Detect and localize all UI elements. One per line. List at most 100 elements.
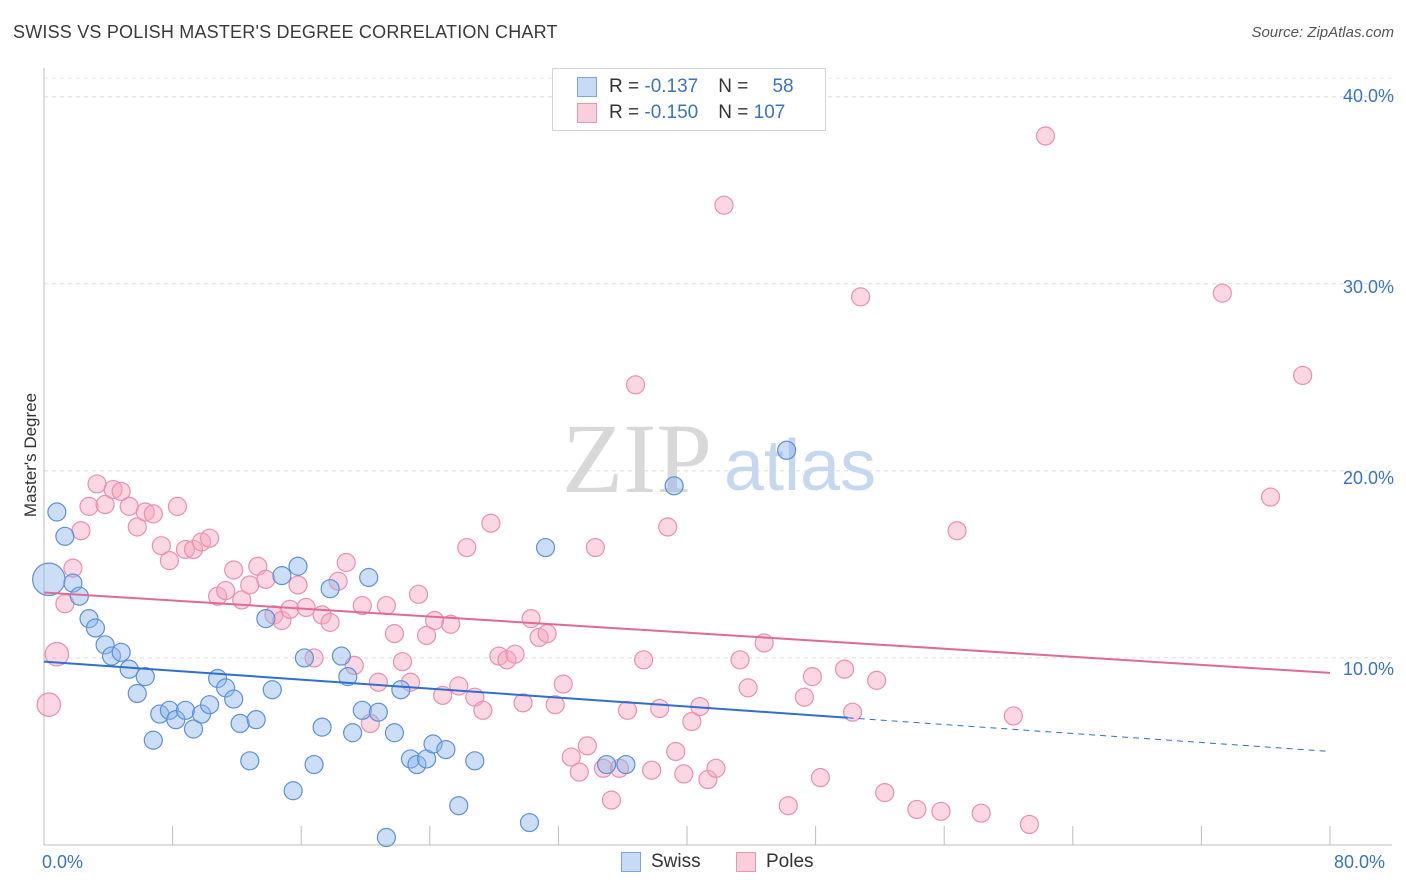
poles-point <box>336 552 356 573</box>
poles-point <box>159 551 179 571</box>
poles-point <box>617 700 638 720</box>
poles-point <box>481 513 501 533</box>
poles-point <box>593 758 614 778</box>
poles-point <box>730 650 750 670</box>
poles-point <box>778 796 798 816</box>
poles-point <box>521 609 541 629</box>
poles-point <box>151 536 171 556</box>
poles-point <box>111 481 131 502</box>
poles-point <box>706 758 726 778</box>
poles-point <box>545 695 565 715</box>
swiss-point <box>69 586 89 606</box>
y-tick-label-30: 30.0% <box>1342 277 1394 297</box>
bottom-legend-swiss-label: Swiss <box>651 851 701 872</box>
y-axis-title: Master's Degree <box>21 392 40 518</box>
swiss-point <box>95 635 115 655</box>
bottom-legend-poles-label: Poles <box>766 851 814 872</box>
swiss-point <box>338 667 358 687</box>
poles-point <box>810 768 831 788</box>
poles-point <box>658 517 678 537</box>
poles-point <box>425 610 445 631</box>
poles-point <box>666 741 686 762</box>
poles-point <box>449 676 469 696</box>
poles-point <box>698 769 718 790</box>
poles-point <box>1212 283 1232 303</box>
poles-point <box>931 801 951 821</box>
poles-point <box>352 595 372 616</box>
swiss-point <box>262 680 282 700</box>
legend-n-value-swiss: 58 <box>772 76 794 97</box>
swiss-point <box>101 646 122 666</box>
poles-point <box>441 614 461 634</box>
poles-point <box>1260 487 1281 507</box>
watermark-atlas: atlas <box>724 426 876 506</box>
poles-point <box>851 287 871 307</box>
swiss-point <box>175 700 196 720</box>
poles-point <box>103 479 123 500</box>
poles-point <box>344 655 364 676</box>
poles-point <box>288 575 308 595</box>
swiss-point <box>519 812 540 833</box>
poles-point <box>79 496 99 516</box>
legend-n-label: N = <box>718 102 754 123</box>
poles-point <box>738 678 758 698</box>
swiss-point <box>55 526 75 546</box>
poles-point <box>633 650 654 670</box>
swiss-point <box>199 695 220 715</box>
legend-row-swiss: R = -0.137 N = 58 <box>577 75 794 99</box>
swiss-point <box>230 713 250 734</box>
poles-swatch <box>736 852 756 872</box>
x-tick-label-min: 0.0% <box>42 852 84 872</box>
bottom-legend-swiss: Swiss <box>621 851 701 873</box>
swiss-point <box>283 781 303 801</box>
watermark: ZIP atlas <box>562 403 876 514</box>
poles-point <box>408 584 429 604</box>
poles-point <box>36 692 62 717</box>
poles-point <box>553 674 573 694</box>
swiss-point <box>32 562 66 597</box>
swiss-point <box>183 719 204 739</box>
swiss-point <box>384 723 405 743</box>
trend-lines <box>43 591 1331 752</box>
swiss-point <box>436 739 456 760</box>
swiss-point <box>127 683 147 704</box>
swiss-point <box>246 710 266 730</box>
swiss-point <box>343 723 363 743</box>
poles-point <box>907 799 927 820</box>
swiss-point <box>47 502 67 522</box>
poles-point <box>368 672 388 692</box>
y-tick-label-10: 10.0% <box>1342 659 1394 679</box>
poles-point <box>842 702 863 722</box>
poles-point <box>296 597 316 618</box>
poles-point <box>135 502 155 522</box>
swiss-point <box>376 827 396 848</box>
swiss-point <box>664 476 684 496</box>
poles-point <box>71 521 91 541</box>
watermark-zip: ZIP <box>562 403 712 514</box>
poles-point <box>272 610 292 631</box>
poles-point <box>625 375 646 395</box>
swiss-point <box>256 609 276 629</box>
swiss-point <box>216 678 236 698</box>
poles-point <box>256 569 276 589</box>
swiss-point <box>272 566 292 586</box>
swiss-point <box>304 754 324 775</box>
swiss-point <box>320 579 340 599</box>
poles-point <box>1035 126 1056 146</box>
poles-point <box>569 762 589 782</box>
poles-point <box>577 736 597 756</box>
poles-point <box>585 537 605 558</box>
poles-point <box>650 698 670 719</box>
swiss-point <box>616 754 636 775</box>
poles-point <box>183 539 204 560</box>
swiss-point <box>159 700 179 720</box>
swiss-point <box>407 754 427 775</box>
chart-title: SWISS VS POLISH MASTER'S DEGREE CORRELAT… <box>13 22 558 42</box>
poles-point <box>376 595 396 616</box>
poles-point <box>1019 814 1039 835</box>
swiss-point <box>119 659 139 679</box>
poles-point <box>320 612 340 632</box>
swiss-point <box>111 642 131 662</box>
poles-point <box>95 494 115 515</box>
